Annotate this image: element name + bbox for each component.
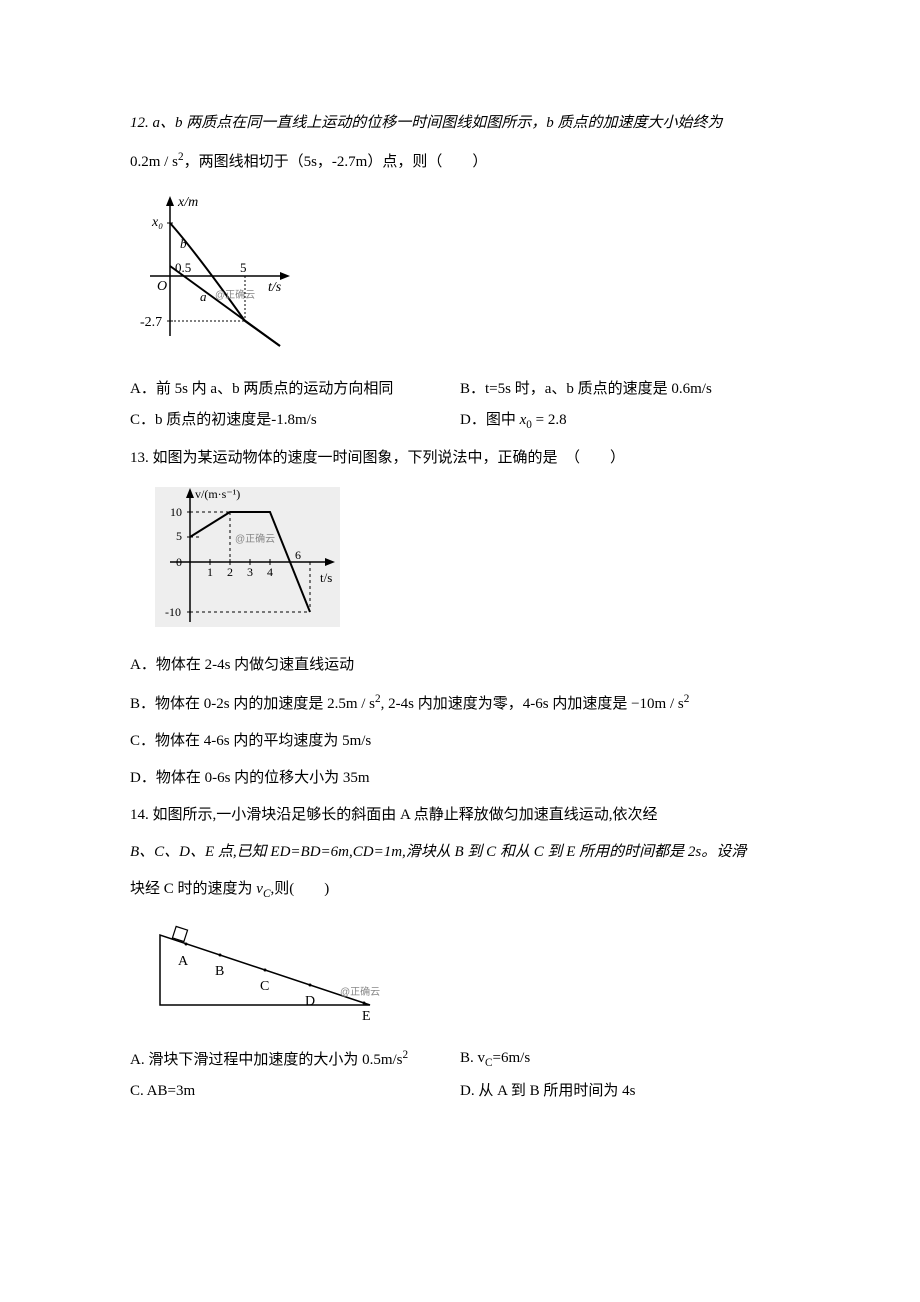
q14-optB: B. vC=6m/s <box>460 1050 530 1066</box>
q12-ylabel: x/m <box>177 195 198 210</box>
q12-optD-pre: D．图中 <box>460 412 520 428</box>
q14-lD: D <box>305 994 315 1009</box>
q14-lA: A <box>178 954 189 969</box>
q12-x0: x₀ <box>151 215 163 230</box>
q14-optC: C. AB=3m <box>130 1083 195 1099</box>
q12-stem1: 12. a、b 两质点在同一直线上运动的位移一时间图线如图所示，b 质点的加速度… <box>130 115 723 131</box>
q12-xlabel: t/s <box>268 280 282 295</box>
q12-tick-05: 0.5 <box>175 260 191 275</box>
q14-options-row1: A. 滑块下滑过程中加速度的大小为 0.5m/s2 B. vC=6m/s <box>130 1045 790 1074</box>
q13-x2: 2 <box>227 565 233 579</box>
q12-optB: B．t=5s 时，a、b 质点的速度是 0.6m/s <box>460 381 712 397</box>
q14-stem3: 块经 C 时的速度为 vC,则( ) <box>130 876 790 904</box>
q13-watermark: @正确云 <box>235 532 275 545</box>
q13-yneg10: -10 <box>165 605 181 619</box>
q12-graph: x/m t/s x₀ 0.5 5 O -2.7 a b @正确云 <box>140 186 790 366</box>
q12-label-b: b <box>180 236 187 251</box>
q13-ylabel: v/(m·s⁻¹) <box>195 487 240 501</box>
q14-options-row2: C. AB=3m D. 从 A 到 B 所用时间为 4s <box>130 1078 790 1105</box>
q12-stem2-tail: ，两图线相切于（5s，-2.7m）点，则（ ） <box>184 154 488 170</box>
q12-label-a: a <box>200 289 207 304</box>
q13-optD: D．物体在 0-6s 内的位移大小为 35m <box>130 765 790 792</box>
q13-y5: 5 <box>176 529 182 543</box>
q12-stem-line2: 0.2m / s2，两图线相切于（5s，-2.7m）点，则（ ） <box>130 147 790 176</box>
q13-stem: 13. 如图为某运动物体的速度一时间图象，下列说法中，正确的是 （ ） <box>130 445 790 472</box>
q13-x4: 4 <box>267 565 273 579</box>
q12-optD-eq: = 2.8 <box>532 412 567 428</box>
q12-options-row2: C．b 质点的初速度是-1.8m/s D．图中 x0 = 2.8 <box>130 407 790 435</box>
q14-lC: C <box>260 979 269 994</box>
q13-xlabel: t/s <box>320 570 332 585</box>
q13-x3: 3 <box>247 565 253 579</box>
q14-stem2: B、C、D、E 点,已知 ED=BD=6m,CD=1m,滑块从 B 到 C 和从… <box>130 839 790 866</box>
q12-stem-line1: 12. a、b 两质点在同一直线上运动的位移一时间图线如图所示，b 质点的加速度… <box>130 110 790 137</box>
q13-x1: 1 <box>207 565 213 579</box>
q12-optA: A．前 5s 内 a、b 两质点的运动方向相同 <box>130 381 393 397</box>
q14-optA: A. 滑块下滑过程中加速度的大小为 0.5m/s2 <box>130 1052 408 1068</box>
q12-stem2-math: 0.2m / s2 <box>130 154 184 170</box>
q14-watermark: @正确云 <box>340 985 380 998</box>
q13-optA: A．物体在 2-4s 内做匀速直线运动 <box>130 652 790 679</box>
q13-graph: v/(m·s⁻¹) t/s 10 5 0 -10 1 2 3 4 6 @正确云 <box>140 482 790 642</box>
q13-x6: 6 <box>295 548 301 562</box>
q14-lB: B <box>215 964 224 979</box>
q12-origin: O <box>157 279 167 294</box>
q14-optD: D. 从 A 到 B 所用时间为 4s <box>460 1083 635 1099</box>
q12-watermark: @正确云 <box>215 288 255 301</box>
q14-lE: E <box>362 1009 371 1024</box>
q12-options-row1: A．前 5s 内 a、b 两质点的运动方向相同 B．t=5s 时，a、b 质点的… <box>130 376 790 403</box>
q14-stem1: 14. 如图所示,一小滑块沿足够长的斜面由 A 点静止释放做匀加速直线运动,依次… <box>130 802 790 829</box>
q12-neg27: -2.7 <box>140 315 162 330</box>
q14-graph: A B C D E @正确云 <box>140 915 790 1035</box>
q12-tick-5: 5 <box>240 260 247 275</box>
q13-optC: C．物体在 4-6s 内的平均速度为 5m/s <box>130 728 790 755</box>
q12-optC: C．b 质点的初速度是-1.8m/s <box>130 412 317 428</box>
q13-y0: 0 <box>176 555 182 569</box>
q13-y10: 10 <box>170 505 182 519</box>
q13-optB: B．物体在 0-2s 内的加速度是 2.5m / s2, 2-4s 内加速度为零… <box>130 689 790 718</box>
